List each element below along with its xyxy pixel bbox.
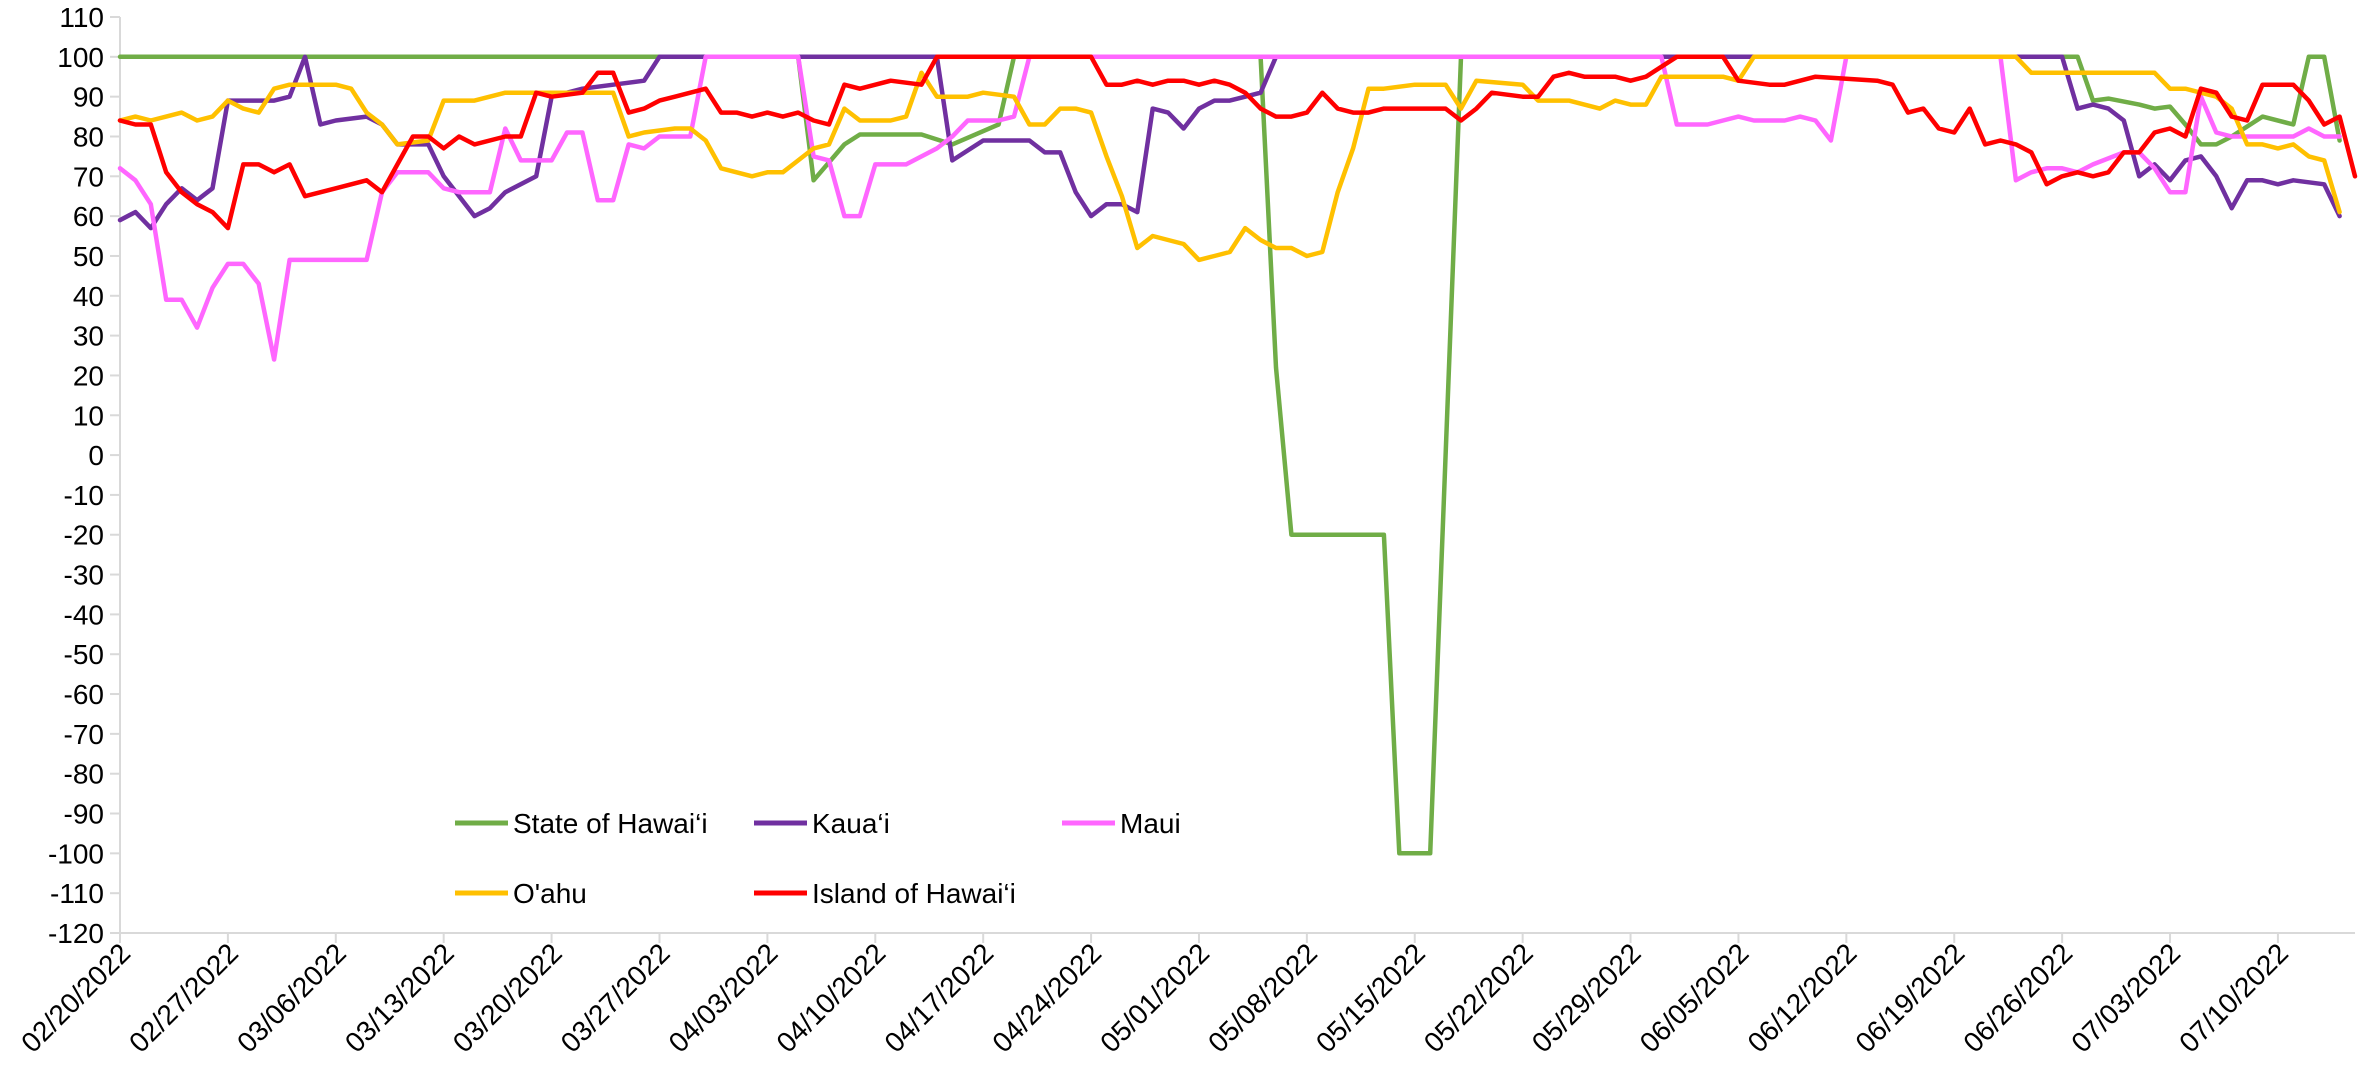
y-tick-label: -40 (64, 599, 104, 630)
chart-series (117, 54, 2358, 856)
chart-legend: State of Hawai‘i Kaua‘i Maui O'ahu Island of… (455, 808, 1181, 909)
y-tick-label: 50 (73, 241, 104, 272)
x-tick-label: 02/20/2022 (15, 937, 136, 1058)
y-tick-label: 20 (73, 360, 104, 391)
y-tick-label: 10 (73, 400, 104, 431)
y-tick-label: -90 (64, 799, 104, 830)
x-tick-label: 05/08/2022 (1202, 937, 1323, 1058)
legend-label-2: Maui (1120, 808, 1181, 839)
x-tick-label: 06/19/2022 (1849, 937, 1970, 1058)
y-tick-label: -120 (48, 918, 104, 949)
y-tick-label: 100 (57, 42, 104, 73)
y-tick-label: 80 (73, 121, 104, 152)
y-tick-label: 40 (73, 281, 104, 312)
series-line-4 (117, 54, 2358, 231)
legend-label-1: Kaua‘i (812, 808, 890, 839)
x-tick-label: 07/03/2022 (2065, 937, 2186, 1058)
x-tick-label: 06/26/2022 (1957, 937, 2078, 1058)
x-tick-label: 04/24/2022 (986, 937, 1107, 1058)
x-tick-label: 05/22/2022 (1418, 937, 1539, 1058)
series-line-2 (117, 54, 2342, 362)
y-tick-label: -30 (64, 560, 104, 591)
series-line-0 (117, 54, 2342, 856)
y-tick-label: -60 (64, 679, 104, 710)
x-tick-label: 03/20/2022 (447, 937, 568, 1058)
x-tick-label: 03/27/2022 (555, 937, 676, 1058)
y-tick-label: -100 (48, 838, 104, 869)
y-tick-label: 110 (59, 2, 104, 33)
y-tick-label: -50 (64, 639, 104, 670)
x-tick-label: 05/01/2022 (1094, 937, 1215, 1058)
legend-label-0: State of Hawai‘i (513, 808, 708, 839)
y-tick-label: 70 (73, 161, 104, 192)
y-tick-label: -70 (64, 719, 104, 750)
x-tick-label: 05/15/2022 (1310, 937, 1431, 1058)
x-tick-label: 03/13/2022 (339, 937, 460, 1058)
y-tick-label: -110 (50, 878, 104, 909)
legend-label-3: O'ahu (513, 878, 587, 909)
x-tick-label: 07/10/2022 (2173, 937, 2294, 1058)
y-tick-label: 30 (73, 321, 104, 352)
y-tick-label: -20 (64, 520, 104, 551)
x-tick-label: 06/12/2022 (1742, 937, 1863, 1058)
y-tick-label: 90 (73, 82, 104, 113)
x-tick-label: 05/29/2022 (1526, 937, 1647, 1058)
legend-label-4: Island of Hawai‘i (812, 878, 1016, 909)
x-tick-label: 04/10/2022 (771, 937, 892, 1058)
series-line-1 (117, 54, 2342, 231)
y-tick-label: 60 (73, 201, 104, 232)
y-tick-label: 0 (88, 440, 104, 471)
x-tick-label: 06/05/2022 (1634, 937, 1755, 1058)
series-line-3 (117, 54, 2342, 263)
x-tick-label: 02/27/2022 (123, 937, 244, 1058)
x-tick-label: 04/03/2022 (663, 937, 784, 1058)
y-tick-label: -10 (64, 480, 104, 511)
chart-axes: -120-110-100-90-80-70-60-50-40-30-20-100… (15, 2, 2355, 1058)
y-tick-label: -80 (64, 759, 104, 790)
x-tick-label: 03/06/2022 (231, 937, 352, 1058)
x-tick-label: 04/17/2022 (878, 937, 999, 1058)
